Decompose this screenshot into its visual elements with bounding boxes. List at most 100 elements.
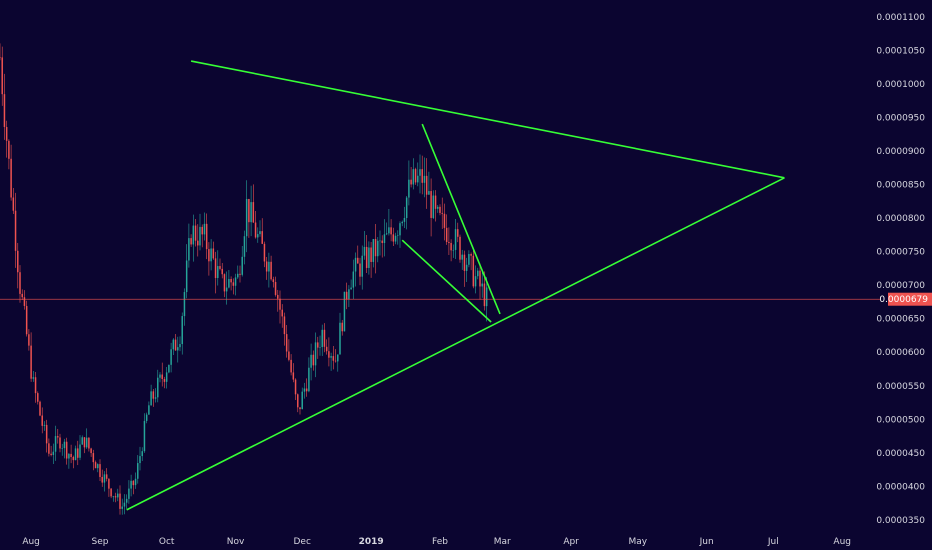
candle-body-195 — [432, 195, 435, 218]
candle-body-179 — [397, 235, 399, 236]
candle-body-73 — [161, 374, 163, 380]
candle-body-207 — [459, 236, 461, 260]
candle-body-78 — [172, 339, 175, 350]
candle-body-43 — [94, 462, 97, 469]
candle-body-64 — [141, 451, 143, 457]
candle-body-219 — [485, 287, 488, 307]
candle-body-61 — [134, 478, 137, 486]
candle-body-158 — [350, 287, 352, 290]
y-tick-label: 0.0000350 — [876, 516, 925, 526]
candle-body-191 — [423, 175, 426, 183]
candle-body-148 — [328, 351, 330, 358]
candle-body-176 — [390, 227, 392, 235]
candle-body-127 — [281, 309, 283, 317]
y-tick-label: 0.0000400 — [876, 482, 925, 492]
candle-body-175 — [388, 227, 390, 234]
candle-body-14 — [30, 345, 32, 379]
candle-body-104 — [230, 279, 232, 283]
candle-body-133 — [294, 379, 297, 395]
candle-body-200 — [443, 213, 446, 228]
candle-body-163 — [361, 255, 363, 277]
trendline-2 — [421, 123, 501, 315]
candle-body-48 — [105, 474, 108, 479]
candle-body-126 — [279, 298, 281, 310]
candle-body-194 — [430, 191, 432, 218]
candle-body-107 — [237, 273, 239, 278]
candle-body-118 — [261, 231, 263, 244]
x-tick-label: Jun — [699, 537, 714, 547]
y-tick-label: 0.0000850 — [876, 180, 925, 190]
candle-body-54 — [119, 493, 121, 509]
candle-body-122 — [270, 261, 272, 280]
y-tick-label: 0.0000900 — [876, 147, 925, 157]
candle-body-67 — [148, 405, 150, 415]
candle-body-23 — [50, 453, 52, 455]
candle-body-154 — [341, 322, 343, 332]
candle-body-101 — [223, 274, 226, 292]
y-axis: 0.0001100 0.0001050 0.0001000 0.0000950 0.00… — [876, 13, 925, 526]
x-tick-label: Jul — [767, 537, 779, 547]
candle-body-55 — [121, 506, 123, 509]
candle-body-174 — [385, 233, 388, 235]
candle-body-102 — [225, 287, 228, 292]
candle-body-160 — [354, 257, 357, 272]
candle-body-155 — [343, 291, 346, 332]
y-tick-label: 0.0000550 — [876, 382, 925, 392]
candle-body-201 — [445, 227, 448, 242]
candle-body-211 — [468, 254, 470, 265]
candle-body-190 — [421, 169, 423, 183]
candle-body-161 — [357, 257, 359, 264]
x-tick-label: Oct — [159, 537, 175, 547]
candle-body-20 — [43, 424, 46, 426]
y-tick-label: 0.0000450 — [876, 449, 925, 459]
candle-body-70 — [154, 397, 157, 399]
candle-body-210 — [465, 264, 468, 271]
candle-body-7 — [14, 210, 17, 251]
candle-body-189 — [419, 169, 421, 176]
candle-body-22 — [48, 443, 50, 454]
candle-body-36 — [79, 444, 81, 458]
candle-body-92 — [203, 223, 206, 235]
candle-body-187 — [414, 169, 417, 183]
candle-body-162 — [359, 263, 361, 277]
candle-body-196 — [434, 195, 437, 209]
candle-body-8 — [17, 250, 19, 273]
candle-body-151 — [334, 360, 337, 362]
y-tick-label: 0.0001100 — [876, 13, 925, 23]
candle-body-86 — [190, 238, 192, 245]
candle-body-65 — [143, 420, 146, 452]
candle-body-182 — [403, 217, 406, 222]
candle-body-83 — [183, 292, 186, 317]
x-tick-label: Mar — [494, 537, 511, 547]
candle-body-166 — [368, 247, 370, 268]
candle-body-136 — [301, 391, 303, 410]
y-tick-label: 0.0000950 — [876, 113, 925, 123]
candle-body-138 — [305, 388, 308, 392]
candle-body-150 — [332, 356, 335, 361]
candle-body-100 — [221, 268, 223, 275]
x-tick-label: May — [628, 537, 647, 547]
candle-body-0 — [0, 57, 1, 58]
candle-body-57 — [125, 498, 128, 503]
candle-body-156 — [345, 291, 348, 300]
candle-body-218 — [483, 283, 486, 307]
candle-body-106 — [234, 277, 237, 286]
candle-body-119 — [263, 243, 266, 262]
candle-body-35 — [77, 448, 79, 458]
candle-body-12 — [25, 305, 28, 335]
candle-body-216 — [479, 270, 481, 287]
candle-body-123 — [272, 279, 275, 283]
x-axis: Aug Sep Oct Nov Dec 2019 Feb Mar Apr May Jun Jul Aug — [22, 537, 851, 547]
candle-body-75 — [165, 372, 168, 382]
candle-body-141 — [312, 354, 315, 366]
y-tick-label: 0.0000750 — [876, 248, 925, 258]
candle-body-60 — [132, 480, 135, 486]
candle-body-110 — [243, 236, 246, 257]
candle-body-99 — [219, 266, 221, 269]
candle-body-27 — [59, 437, 61, 449]
candle-body-5 — [10, 158, 12, 198]
candle-body-130 — [288, 351, 290, 360]
candle-body-87 — [192, 225, 195, 245]
